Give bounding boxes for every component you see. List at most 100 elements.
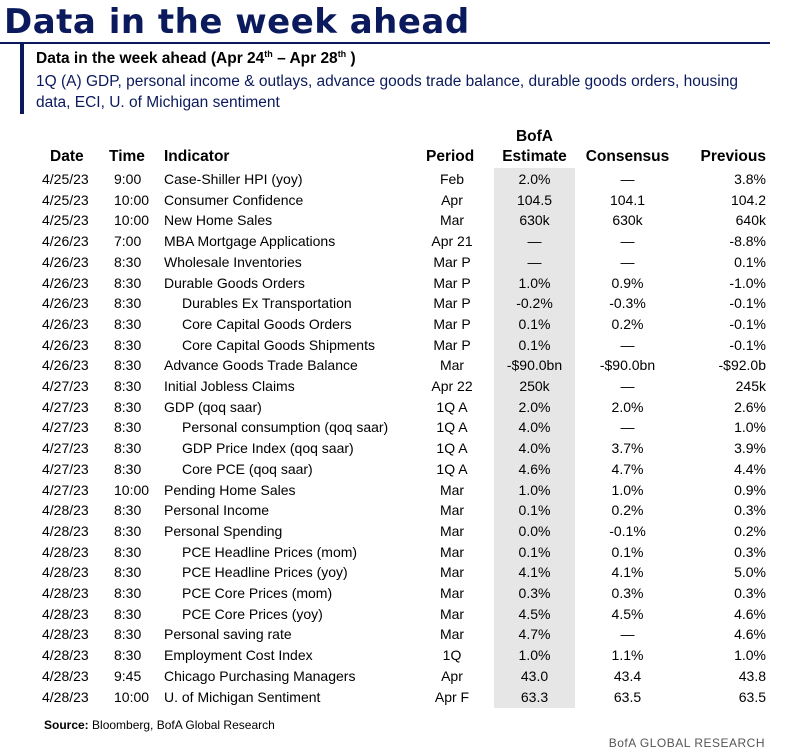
row-period: Mar P — [433, 336, 471, 353]
table-row: 4/27/23 8:30 GDP Price Index (qoq saar) 1Q … — [0, 438, 799, 459]
table-row: 4/25/23 9:00 Case-Shiller HPI (yoy) Feb 2.0%… — [0, 169, 799, 190]
row-date: 4/28/23 — [42, 647, 89, 664]
row-date: 4/25/23 — [42, 212, 89, 229]
row-consensus: — — [620, 419, 635, 436]
row-period: Mar P — [433, 295, 471, 312]
header-bofa-line2: Estimate — [502, 148, 567, 165]
row-bofa-estimate: 0.3% — [518, 585, 551, 601]
row-time: 8:30 — [114, 336, 142, 353]
subtitle-suffix: ) — [346, 50, 356, 68]
row-bofa-estimate: 1.0% — [518, 481, 551, 498]
row-previous: 640k — [735, 212, 766, 229]
row-previous: 4.4% — [734, 460, 766, 477]
row-indicator: GDP (qoq saar) — [164, 398, 262, 415]
row-indicator: Durable Goods Orders — [164, 274, 305, 291]
row-indicator: Personal consumption (qoq saar) — [182, 419, 389, 436]
row-date: 4/27/23 — [42, 419, 89, 436]
row-period: 1Q — [442, 647, 462, 664]
row-indicator: PCE Headline Prices (yoy) — [182, 564, 348, 581]
row-consensus: 104.1 — [609, 191, 646, 208]
table-row: 4/27/23 8:30 GDP (qoq saar) 1Q A 2.0% 2.0% 2.6… — [0, 397, 799, 418]
row-bofa-estimate: 2.0% — [518, 398, 551, 415]
row-consensus: 4.7% — [611, 460, 644, 477]
row-consensus: — — [620, 626, 635, 643]
row-consensus: — — [620, 233, 635, 250]
row-date: 4/26/23 — [42, 274, 89, 291]
row-consensus: 3.7% — [611, 440, 644, 457]
row-period: Mar — [439, 605, 465, 622]
row-date: 4/28/23 — [42, 543, 89, 560]
subtitle-mid: – Apr 28 — [272, 50, 338, 68]
row-time: 8:30 — [114, 605, 142, 622]
row-period: 1Q A — [436, 419, 468, 436]
row-indicator: U. of Michigan Sentiment — [164, 688, 321, 705]
row-consensus: 0.2% — [611, 502, 644, 519]
row-time: 8:30 — [114, 357, 142, 374]
row-period: Mar — [439, 543, 465, 560]
row-date: 4/28/23 — [42, 626, 89, 643]
header-time: Time — [109, 148, 145, 165]
row-period: Mar P — [433, 274, 471, 291]
row-previous: -0.1% — [729, 295, 766, 312]
row-indicator: Advance Goods Trade Balance — [164, 357, 358, 374]
row-time: 10:00 — [114, 481, 150, 498]
row-period: Apr — [441, 667, 463, 684]
row-bofa-estimate: 0.1% — [518, 336, 551, 353]
row-indicator: Employment Cost Index — [164, 647, 313, 664]
row-date: 4/25/23 — [42, 191, 89, 208]
subtitle-block: Data in the week ahead (Apr 24th – Apr 2… — [20, 44, 774, 114]
table-row: 4/25/23 10:00 Consumer Confidence Apr 104.5 1… — [0, 190, 799, 211]
row-time: 8:30 — [114, 315, 142, 332]
row-consensus: — — [620, 378, 635, 394]
row-date: 4/28/23 — [42, 522, 89, 539]
header-indicator: Indicator — [164, 148, 230, 165]
row-period: Mar — [439, 357, 465, 374]
row-time: 9:00 — [114, 171, 142, 187]
row-time: 8:30 — [114, 440, 142, 457]
row-period: Mar — [439, 481, 465, 498]
row-date: 4/27/23 — [42, 378, 89, 394]
row-time: 8:30 — [114, 543, 142, 560]
row-period: Apr 22 — [431, 378, 473, 394]
row-consensus: 0.9% — [611, 274, 644, 291]
row-time: 9:45 — [114, 667, 142, 684]
row-consensus: -$90.0bn — [599, 357, 656, 374]
row-previous: 43.8 — [738, 667, 766, 684]
row-consensus: 1.1% — [611, 647, 644, 664]
row-previous: -1.0% — [729, 274, 766, 291]
table-row: 4/27/23 10:00 Pending Home Sales Mar 1.0% 1.0… — [0, 480, 799, 501]
row-consensus: — — [620, 253, 635, 270]
row-date: 4/28/23 — [42, 667, 89, 684]
row-time: 8:30 — [114, 564, 142, 581]
row-bofa-estimate: 0.0% — [518, 522, 551, 539]
row-bofa-estimate: 4.5% — [518, 605, 551, 622]
table-row: 4/28/23 9:45 Chicago Purchasing Managers Ap… — [0, 666, 799, 687]
row-date: 4/28/23 — [42, 564, 89, 581]
row-date: 4/28/23 — [42, 688, 89, 705]
row-bofa-estimate: -0.2% — [516, 295, 553, 312]
row-indicator: New Home Sales — [164, 212, 273, 229]
header-bofa-line1: BofA — [515, 128, 554, 145]
row-indicator: Personal Spending — [164, 522, 283, 539]
row-indicator: Chicago Purchasing Managers — [164, 667, 356, 684]
row-indicator: Wholesale Inventories — [164, 253, 302, 270]
row-time: 8:30 — [114, 626, 142, 643]
row-previous: 245k — [735, 378, 766, 394]
row-period: 1Q A — [436, 440, 468, 457]
row-period: Mar P — [433, 315, 471, 332]
row-date: 4/27/23 — [42, 440, 89, 457]
row-indicator: Core Capital Goods Shipments — [182, 336, 375, 353]
row-bofa-estimate: 1.0% — [518, 274, 551, 291]
row-consensus: 63.5 — [613, 688, 642, 705]
source-note: Source: Bloomberg, BofA Global Research — [44, 718, 275, 732]
row-date: 4/28/23 — [42, 502, 89, 519]
row-bofa-estimate: 0.1% — [518, 543, 551, 560]
table-row: 4/28/23 8:30 PCE Headline Prices (yoy) Mar 4… — [0, 562, 799, 583]
row-consensus: -0.3% — [609, 295, 646, 312]
table-row: 4/26/23 8:30 Advance Goods Trade Balance Ma… — [0, 355, 799, 376]
row-date: 4/26/23 — [42, 233, 89, 250]
row-period: Mar — [439, 502, 465, 519]
row-consensus: 0.3% — [611, 585, 644, 601]
row-time: 8:30 — [114, 253, 142, 270]
row-previous: 104.2 — [730, 191, 766, 208]
